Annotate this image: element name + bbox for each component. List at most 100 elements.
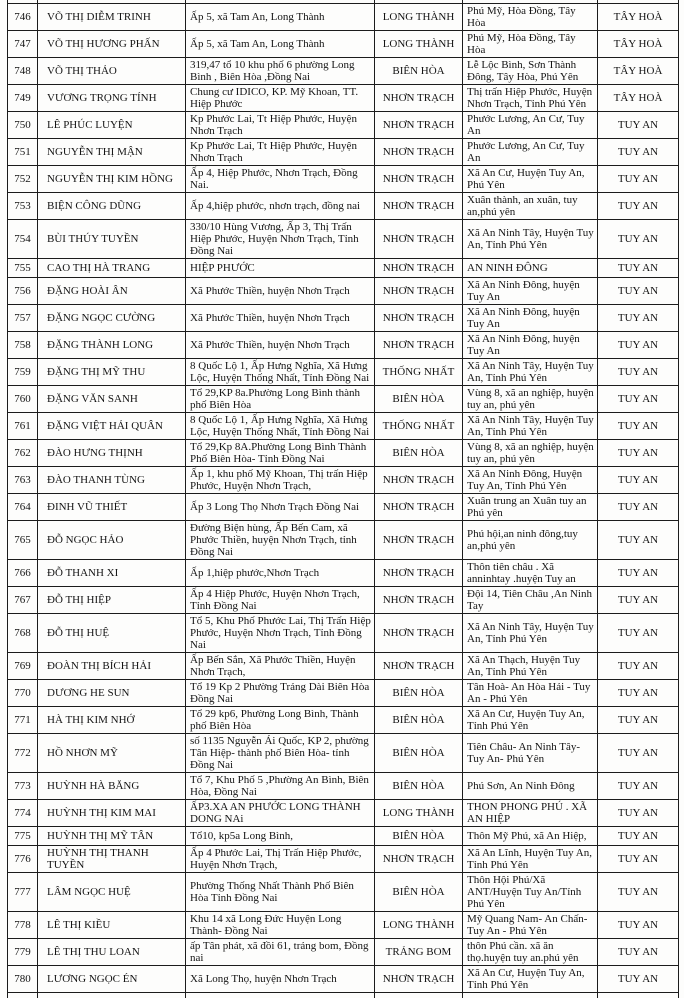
table-row: 770 DƯƠNG HE SUN Tổ 19 Kp 2 Phường Trảng D… xyxy=(7,678,679,707)
partial-row-bottom xyxy=(7,991,679,998)
destination-district-cell: TUY AN xyxy=(597,330,679,359)
full-name-cell: NGUYỄN THỊ KIM HỒNG xyxy=(37,164,186,193)
origin-address-cell: 319,47 tổ 10 khu phố 6 phường Long Bình … xyxy=(185,56,375,85)
table-row: 763 ĐÀO THANH TÙNG Ấp 1, khu phố Mỹ Khoan,… xyxy=(7,465,679,494)
row-number-cell: 770 xyxy=(7,678,38,707)
destination-address-cell: Mỹ Quang Nam- An Chấn- Tuy An - Phú Yên xyxy=(462,910,598,939)
origin-address-cell: Tổ 19 Kp 2 Phường Trảng Dài Biên Hòa Đồn… xyxy=(185,678,375,707)
origin-address-cell: Xã Phước Thiền, huyện Nhơn Trạch xyxy=(185,303,375,332)
destination-address-cell: Lễ Lộc Bình, Sơn Thành Đông, Tây Hòa, Ph… xyxy=(462,56,598,85)
spacer-cell xyxy=(597,991,679,998)
full-name-cell: ĐẶNG THỊ MỸ THU xyxy=(37,357,186,386)
destination-district-cell: TUY AN xyxy=(597,218,679,259)
origin-address-cell: Ấp 1, khu phố Mỹ Khoan, Thị trấn Hiệp Ph… xyxy=(185,465,375,494)
origin-address-cell: 330/10 Hùng Vương, Ấp 3, Thị Trấn Hiệp P… xyxy=(185,218,375,259)
origin-address-cell: Xã Long Thọ, huyện Nhơn Trạch xyxy=(185,964,375,993)
row-number-cell: 769 xyxy=(7,651,38,680)
table-row: 750 LÊ PHÚC LUYỆN Kp Phước Lai, Tt Hiệp Ph… xyxy=(7,110,679,139)
table-row: 769 ĐOÀN THỊ BÍCH HẢI Ấp Bến Sắn, Xã Phước… xyxy=(7,651,679,680)
table-row: 746 VÕ THỊ DIỄM TRINH Ấp 5, xã Tam An, Lon… xyxy=(7,2,679,31)
row-number-cell: 759 xyxy=(7,357,38,386)
destination-address-cell: Phước Lương, An Cư, Tuy An xyxy=(462,110,598,139)
full-name-cell: ĐẶNG HOÀI ÂN xyxy=(37,276,186,305)
row-number-cell: 771 xyxy=(7,705,38,734)
full-name-cell: ĐỖ THỊ HUỆ xyxy=(37,612,186,653)
full-name-cell: ĐINH VŨ THIẾT xyxy=(37,492,186,521)
destination-district-cell: TUY AN xyxy=(597,771,679,800)
row-number-cell: 747 xyxy=(7,29,38,58)
origin-district-cell: TRẢNG BOM xyxy=(374,937,463,966)
full-name-cell: ĐẶNG THÀNH LONG xyxy=(37,330,186,359)
full-name-cell: ĐẶNG NGỌC CƯỜNG xyxy=(37,303,186,332)
origin-address-cell: ẤP3.XA AN PHƯỚC LONG THÀNH DONG NAi xyxy=(185,798,375,827)
origin-address-cell: 8 Quốc Lộ 1, Ấp Hưng Nghĩa, Xã Hưng Lộc,… xyxy=(185,411,375,440)
row-number-cell: 774 xyxy=(7,798,38,827)
destination-address-cell: Xã An Ninh Tây, Huyện Tuy An, Tỉnh Phú Y… xyxy=(462,218,598,259)
origin-district-cell: NHƠN TRẠCH xyxy=(374,612,463,653)
origin-address-cell: Tổ 29 kp6, Phường Long Bình, Thành phố B… xyxy=(185,705,375,734)
origin-district-cell: BIÊN HÒA xyxy=(374,871,463,912)
destination-address-cell: Xã An Lĩnh, Huyện Tuy An, Tỉnh Phú Yên xyxy=(462,844,598,873)
row-number-cell: 778 xyxy=(7,910,38,939)
row-number-cell: 746 xyxy=(7,2,38,31)
table-row: 748 VÕ THỊ THẢO 319,47 tổ 10 khu phố 6 phư… xyxy=(7,56,679,85)
full-name-cell: HUỲNH HÀ BĂNG xyxy=(37,771,186,800)
destination-address-cell: thôn Phú cần. xã ăn thọ.huyện tuy an.phú… xyxy=(462,937,598,966)
full-name-cell: ĐÀO HƯNG THỊNH xyxy=(37,438,186,467)
full-name-cell: VÕ THỊ DIỄM TRINH xyxy=(37,2,186,31)
destination-address-cell: Phú Mỹ, Hòa Đồng, Tây Hòa xyxy=(462,2,598,31)
table-row: 772 HỒ NHƠN MỸ số 1135 Nguyễn Ái Quốc, KP … xyxy=(7,732,679,773)
table-row: 767 ĐỖ THỊ HIỆP Ấp 4 Hiệp Phước, Huyện Nhơ… xyxy=(7,585,679,614)
table-row: 749 VƯƠNG TRỌNG TÍNH Chung cư IDICO, KP. M… xyxy=(7,83,679,112)
origin-district-cell: THỐNG NHẤT xyxy=(374,411,463,440)
origin-district-cell: NHƠN TRẠCH xyxy=(374,257,463,278)
row-number-cell: 766 xyxy=(7,558,38,587)
destination-address-cell: Xã An Ninh Tây, Huyện Tuy An, Tỉnh Phú Y… xyxy=(462,612,598,653)
destination-district-cell: TUY AN xyxy=(597,303,679,332)
origin-district-cell: NHƠN TRẠCH xyxy=(374,330,463,359)
row-number-cell: 750 xyxy=(7,110,38,139)
row-number-cell: 753 xyxy=(7,191,38,220)
origin-address-cell: ấp Tân phát, xã đồi 61, trảng bom, Đồng … xyxy=(185,937,375,966)
row-number-cell: 762 xyxy=(7,438,38,467)
table-row: 779 LÊ THỊ THU LOAN ấp Tân phát, xã đồi 61… xyxy=(7,937,679,966)
origin-address-cell: Phường Thống Nhất Thành Phố Biên Hòa Tỉn… xyxy=(185,871,375,912)
full-name-cell: DƯƠNG HE SUN xyxy=(37,678,186,707)
row-number-cell: 748 xyxy=(7,56,38,85)
table-row: 752 NGUYỄN THỊ KIM HỒNG Ấp 4, Hiệp Phước, … xyxy=(7,164,679,193)
row-number-cell: 780 xyxy=(7,964,38,993)
origin-address-cell: Xã Phước Thiền, huyện Nhơn Trạch xyxy=(185,330,375,359)
table-row: 766 ĐỖ THANH XI Ấp 1,hiệp phước,Nhơn Trạch… xyxy=(7,558,679,587)
destination-address-cell: Xã An Cư, Huyện Tuy An, Tỉnh Phú Yên xyxy=(462,705,598,734)
origin-district-cell: NHƠN TRẠCH xyxy=(374,465,463,494)
full-name-cell: ĐÀO THANH TÙNG xyxy=(37,465,186,494)
row-number-cell: 773 xyxy=(7,771,38,800)
table-row: 754 BÙI THÚY TUYỀN 330/10 Hùng Vương, Ấp 3… xyxy=(7,218,679,259)
full-name-cell: ĐỖ THỊ HIỆP xyxy=(37,585,186,614)
origin-district-cell: NHƠN TRẠCH xyxy=(374,276,463,305)
table-row: 764 ĐINH VŨ THIẾT Ấp 3 Long Thọ Nhơn Trạch… xyxy=(7,492,679,521)
full-name-cell: NGUYỄN THỊ MẬN xyxy=(37,137,186,166)
destination-district-cell: TUY AN xyxy=(597,384,679,413)
origin-district-cell: LONG THÀNH xyxy=(374,910,463,939)
origin-address-cell: Khu 14 xã Long Đức Huyện Long Thành- Đồn… xyxy=(185,910,375,939)
destination-district-cell: TUY AN xyxy=(597,137,679,166)
origin-district-cell: BIÊN HÒA xyxy=(374,438,463,467)
full-name-cell: LÂM NGỌC HUỆ xyxy=(37,871,186,912)
full-name-cell: LÊ PHÚC LUYỆN xyxy=(37,110,186,139)
row-number-cell: 767 xyxy=(7,585,38,614)
destination-address-cell: AN NINH ĐÔNG xyxy=(462,257,598,278)
origin-district-cell: NHƠN TRẠCH xyxy=(374,303,463,332)
destination-district-cell: TUY AN xyxy=(597,651,679,680)
destination-district-cell: TUY AN xyxy=(597,678,679,707)
origin-address-cell: Ấp 1,hiệp phước,Nhơn Trạch xyxy=(185,558,375,587)
destination-address-cell: Xã An Ninh Đông, huyện Tuy An xyxy=(462,276,598,305)
destination-address-cell: Xã An Ninh Đông, Huyện Tuy An, Tỉnh Phú … xyxy=(462,465,598,494)
destination-address-cell: Phú Sơn, An Ninh Đông xyxy=(462,771,598,800)
destination-district-cell: TUY AN xyxy=(597,844,679,873)
origin-address-cell: Ấp 5, xã Tam An, Long Thành xyxy=(185,2,375,31)
destination-district-cell: TUY AN xyxy=(597,612,679,653)
destination-district-cell: TUY AN xyxy=(597,585,679,614)
spacer-cell xyxy=(462,991,598,998)
